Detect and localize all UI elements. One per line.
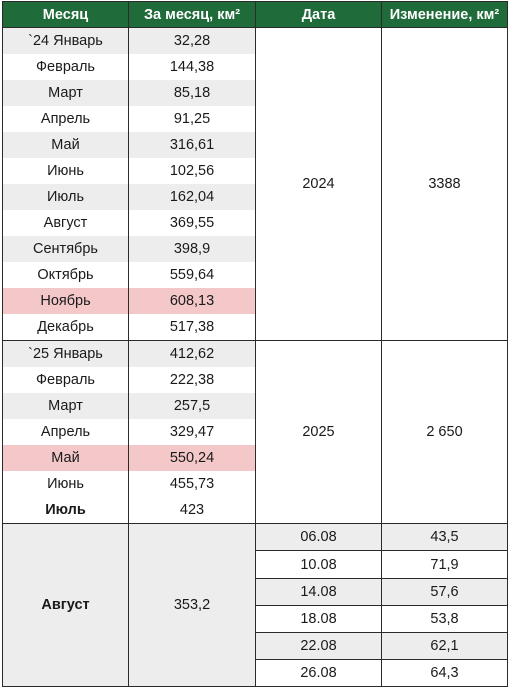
table-row: Декабрь 517,38 xyxy=(2,314,508,342)
month-cell[interactable]: Июль xyxy=(2,184,129,211)
table-row: Август 353,2 06.08 43,5 xyxy=(2,523,508,687)
value-cell[interactable]: 412,62 xyxy=(128,340,256,368)
date-cell[interactable]: 10.08 xyxy=(255,550,382,579)
change-cell[interactable]: 62,1 xyxy=(381,631,508,660)
month-cell[interactable]: Август xyxy=(2,210,129,237)
header-date[interactable]: Дата xyxy=(255,1,382,28)
change-cell[interactable]: 71,9 xyxy=(381,550,508,579)
table-row: Октябрь 559,64 xyxy=(2,262,508,289)
month-cell[interactable]: Сентябрь xyxy=(2,236,129,263)
change-cell[interactable]: 64,3 xyxy=(381,658,508,688)
table-row: Апрель 329,47 xyxy=(2,419,508,446)
table-row: Июнь 102,56 xyxy=(2,158,508,185)
value-cell[interactable]: 85,18 xyxy=(128,80,256,107)
change-cell[interactable]: 57,6 xyxy=(381,577,508,606)
table-row: Март 257,5 xyxy=(2,393,508,420)
month-cell[interactable]: `24 Январь xyxy=(2,27,129,55)
value-cell[interactable]: 559,64 xyxy=(128,262,256,289)
table-row: `25 Январь 412,62 2025 2 650 xyxy=(2,340,508,525)
month-cell[interactable]: Декабрь xyxy=(2,314,129,342)
month-cell[interactable]: Апрель xyxy=(2,419,129,446)
table-row: Май 316,61 xyxy=(2,132,508,159)
value-cell[interactable]: 550,24 xyxy=(128,445,256,472)
value-cell[interactable]: 144,38 xyxy=(128,54,256,81)
value-cell[interactable]: 423 xyxy=(128,497,256,525)
table-row: `24 Январь 32,28 2024 3388 xyxy=(2,26,508,342)
august-value-cell[interactable]: 353,2 xyxy=(128,523,256,687)
table-row: Апрель 91,25 xyxy=(2,106,508,133)
month-cell[interactable]: Март xyxy=(2,393,129,420)
table-row: 14.08 57,6 xyxy=(3,577,508,606)
change-cell[interactable]: 53,8 xyxy=(381,604,508,633)
date-cell[interactable]: 06.08 xyxy=(255,523,382,552)
value-cell[interactable]: 32,28 xyxy=(128,27,256,55)
header-per-month[interactable]: За месяц, км² xyxy=(128,1,256,28)
header-month[interactable]: Месяц xyxy=(2,1,129,28)
august-month-cell[interactable]: Август xyxy=(2,523,129,687)
month-cell[interactable]: `25 Январь xyxy=(2,340,129,368)
header-change[interactable]: Изменение, км² xyxy=(381,1,508,28)
table-row: Февраль 222,38 xyxy=(2,367,508,394)
header-row: Месяц За месяц, км² Дата Изменение, км² xyxy=(2,1,508,28)
value-cell[interactable]: 91,25 xyxy=(128,106,256,133)
date-cell[interactable]: 14.08 xyxy=(255,577,382,606)
value-cell[interactable]: 369,55 xyxy=(128,210,256,237)
date-cell[interactable]: 18.08 xyxy=(255,604,382,633)
table-row: Июль 162,04 xyxy=(2,184,508,211)
month-cell[interactable]: Май xyxy=(2,445,129,472)
month-cell[interactable]: Октябрь xyxy=(2,262,129,289)
month-cell[interactable]: Февраль xyxy=(2,54,129,81)
month-cell[interactable]: Март xyxy=(2,80,129,107)
table-row-highlighted: Май 550,24 xyxy=(2,445,508,472)
table-row: Август 369,55 xyxy=(2,210,508,237)
table-row: Февраль 144,38 xyxy=(2,54,508,81)
year-2025-date-cell[interactable]: 2025 xyxy=(255,340,382,525)
change-cell[interactable]: 43,5 xyxy=(381,523,508,552)
year-2025-change-cell[interactable]: 2 650 xyxy=(381,340,508,525)
table-row: 26.08 64,3 xyxy=(3,658,508,688)
table-row: 22.08 62,1 xyxy=(3,631,508,660)
table-row: Июнь 455,73 xyxy=(2,471,508,498)
year-2024-date-cell[interactable]: 2024 xyxy=(255,26,382,342)
value-cell[interactable]: 329,47 xyxy=(128,419,256,446)
date-cell[interactable]: 26.08 xyxy=(255,658,382,688)
month-cell[interactable]: Ноябрь xyxy=(2,288,129,315)
table-row: Июль 423 xyxy=(2,497,508,525)
month-cell[interactable]: Июнь xyxy=(2,471,129,498)
year-2024-change-cell[interactable]: 3388 xyxy=(381,26,508,342)
value-cell[interactable]: 257,5 xyxy=(128,393,256,420)
table-row: 10.08 71,9 xyxy=(3,550,508,579)
month-cell[interactable]: Июль xyxy=(2,497,129,525)
value-cell[interactable]: 316,61 xyxy=(128,132,256,159)
month-cell[interactable]: Июнь xyxy=(2,158,129,185)
value-cell[interactable]: 398,9 xyxy=(128,236,256,263)
month-cell[interactable]: Май xyxy=(2,132,129,159)
date-cell[interactable]: 22.08 xyxy=(255,631,382,660)
month-cell[interactable]: Февраль xyxy=(2,367,129,394)
value-cell[interactable]: 517,38 xyxy=(128,314,256,342)
value-cell[interactable]: 162,04 xyxy=(128,184,256,211)
value-cell[interactable]: 222,38 xyxy=(128,367,256,394)
table-row: Март 85,18 xyxy=(2,80,508,107)
value-cell[interactable]: 455,73 xyxy=(128,471,256,498)
table-row-highlighted: Ноябрь 608,13 xyxy=(2,288,508,315)
value-cell[interactable]: 102,56 xyxy=(128,158,256,185)
table-row: Сентябрь 398,9 xyxy=(2,236,508,263)
value-cell[interactable]: 608,13 xyxy=(128,288,256,315)
month-cell[interactable]: Апрель xyxy=(2,106,129,133)
